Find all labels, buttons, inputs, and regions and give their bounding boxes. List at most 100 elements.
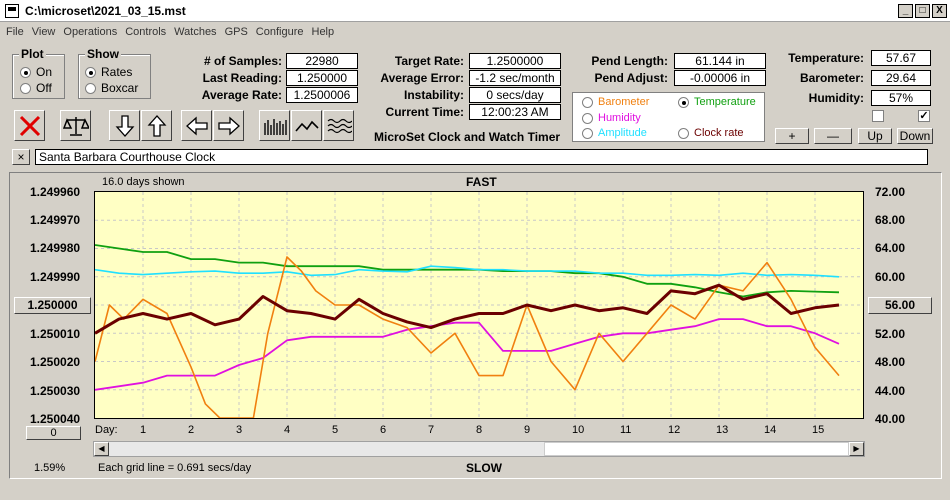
barometer-radio-label: Barometer xyxy=(598,96,650,108)
arrow-up-icon xyxy=(147,114,166,137)
menu-controls[interactable]: Controls xyxy=(125,26,167,38)
close-button[interactable]: X xyxy=(932,4,947,18)
slow-label: SLOW xyxy=(466,461,502,475)
day-tick-label: 13 xyxy=(716,424,729,436)
clear-button[interactable] xyxy=(14,110,45,141)
fast-label: FAST xyxy=(466,175,497,189)
plot-area xyxy=(94,191,864,419)
left-checkbox[interactable] xyxy=(872,110,884,122)
samples-value: 22980 xyxy=(286,53,358,69)
rate-chart xyxy=(95,192,863,418)
day-tick-label: 4 xyxy=(284,424,291,436)
wave-view-button[interactable] xyxy=(323,110,354,141)
minimize-button[interactable]: _ xyxy=(898,4,913,18)
scroll-right-arrow-icon[interactable]: ▶ xyxy=(849,442,864,456)
up-button[interactable]: Up xyxy=(858,128,892,144)
show-boxcar-label: Boxcar xyxy=(101,81,139,95)
app-icon xyxy=(5,3,19,18)
balance-button[interactable] xyxy=(60,110,91,141)
day-tick-label: 10 xyxy=(572,424,585,436)
menu-gps[interactable]: GPS xyxy=(224,26,248,38)
radio-unselected-icon xyxy=(85,82,96,94)
histogram-icon xyxy=(263,118,287,135)
down-button[interactable]: Down xyxy=(897,128,933,144)
radio-unselected-icon xyxy=(20,82,31,94)
temperature-label: Temperature: xyxy=(788,51,864,65)
instability-value: 0 secs/day xyxy=(469,87,561,103)
graph-panel xyxy=(9,172,942,479)
minus-button[interactable]: — xyxy=(814,128,852,144)
scroll-right-button[interactable] xyxy=(213,110,244,141)
bar-view-button[interactable] xyxy=(259,110,290,141)
amplitude-radio[interactable]: Amplitude xyxy=(582,127,647,139)
clock-name-field[interactable]: Santa Barbara Courthouse Clock xyxy=(35,149,928,165)
scroll-left-arrow-icon[interactable]: ◀ xyxy=(94,442,109,456)
clock-rate-radio[interactable]: Clock rate xyxy=(678,127,744,139)
temperature-value: 57.67 xyxy=(871,50,931,66)
samples-label: # of Samples: xyxy=(203,54,282,68)
humidity-radio[interactable]: Humidity xyxy=(582,112,641,124)
balance-scale-icon xyxy=(62,116,89,136)
clear-name-button[interactable]: × xyxy=(12,149,30,165)
average-error-label: Average Error: xyxy=(380,71,464,85)
menu-operations[interactable]: Operations xyxy=(63,26,118,38)
right-tick: 40.00 xyxy=(875,412,906,426)
right-tick: 68.00 xyxy=(875,213,906,227)
scroll-up-button[interactable] xyxy=(141,110,172,141)
window-title: C:\microset\2021_03_15.mst xyxy=(25,3,186,18)
menu-file[interactable]: File xyxy=(6,26,24,38)
barometer-radio[interactable]: Barometer xyxy=(582,96,649,108)
scroll-thumb[interactable] xyxy=(544,442,849,456)
humidity-radio-label: Humidity xyxy=(598,112,641,124)
plus-button[interactable]: + xyxy=(775,128,809,144)
left-tick: 1.249960 xyxy=(30,185,81,199)
radio-selected-icon xyxy=(678,96,689,108)
right-checkbox[interactable]: ✓ xyxy=(918,110,930,122)
day-tick-label: 8 xyxy=(476,424,483,436)
target-rate-value: 1.2500000 xyxy=(469,53,561,69)
waves-icon xyxy=(327,118,352,133)
grid-note: Each grid line = 0.691 secs/day xyxy=(98,462,252,474)
menu-bar: File View Operations Controls Watches GP… xyxy=(0,23,950,41)
barometer-value: 29.64 xyxy=(871,70,931,86)
humidity-value: 57% xyxy=(871,90,931,106)
app-subtitle: MicroSet Clock and Watch Timer xyxy=(374,130,561,144)
line-view-button[interactable] xyxy=(291,110,322,141)
zero-button[interactable]: 0 xyxy=(26,426,81,440)
menu-view[interactable]: View xyxy=(31,26,56,38)
series-line-humidity xyxy=(95,318,840,391)
plot-group: Plot xyxy=(12,47,65,99)
pend-adjust-value: -0.00006 in xyxy=(674,70,766,86)
pend-length-label: Pend Length: xyxy=(591,54,668,68)
right-tick: 52.00 xyxy=(875,327,906,341)
plot-on-label: On xyxy=(36,65,53,79)
right-tick: 72.00 xyxy=(875,185,906,199)
current-time-value: 12:00:23 AM xyxy=(469,104,561,120)
scroll-left-button[interactable] xyxy=(181,110,212,141)
title-bar: C:\microset\2021_03_15.mst _ □ X xyxy=(0,0,950,22)
pend-length-value: 61.144 in xyxy=(674,53,766,69)
plot-off-radio[interactable]: Off xyxy=(20,81,52,95)
amplitude-radio-label: Amplitude xyxy=(598,127,647,139)
day-tick-label: 12 xyxy=(668,424,681,436)
days-shown-label: 16.0 days shown xyxy=(102,176,185,188)
right-center-button[interactable]: 56.00 xyxy=(868,297,932,314)
left-center-button[interactable]: 1.250000 xyxy=(14,297,91,314)
horizontal-scrollbar[interactable]: ◀ ▶ xyxy=(93,441,865,457)
radio-unselected-icon xyxy=(582,96,593,108)
maximize-button[interactable]: □ xyxy=(915,4,930,18)
radio-unselected-icon xyxy=(582,112,593,124)
menu-help[interactable]: Help xyxy=(311,26,335,38)
red-x-icon xyxy=(19,115,40,136)
radio-selected-icon xyxy=(85,66,96,78)
left-tick: 1.250030 xyxy=(30,384,81,398)
show-boxcar-radio[interactable]: Boxcar xyxy=(85,81,138,95)
menu-watches[interactable]: Watches xyxy=(174,26,217,38)
average-rate-value: 1.2500006 xyxy=(286,87,358,103)
menu-configure[interactable]: Configure xyxy=(255,26,304,38)
temperature-radio[interactable]: Temperature xyxy=(678,96,756,108)
show-rates-radio[interactable]: Rates xyxy=(85,65,132,79)
last-reading-label: Last Reading: xyxy=(202,71,282,85)
plot-on-radio[interactable]: On xyxy=(20,65,52,79)
scroll-down-button[interactable] xyxy=(109,110,140,141)
